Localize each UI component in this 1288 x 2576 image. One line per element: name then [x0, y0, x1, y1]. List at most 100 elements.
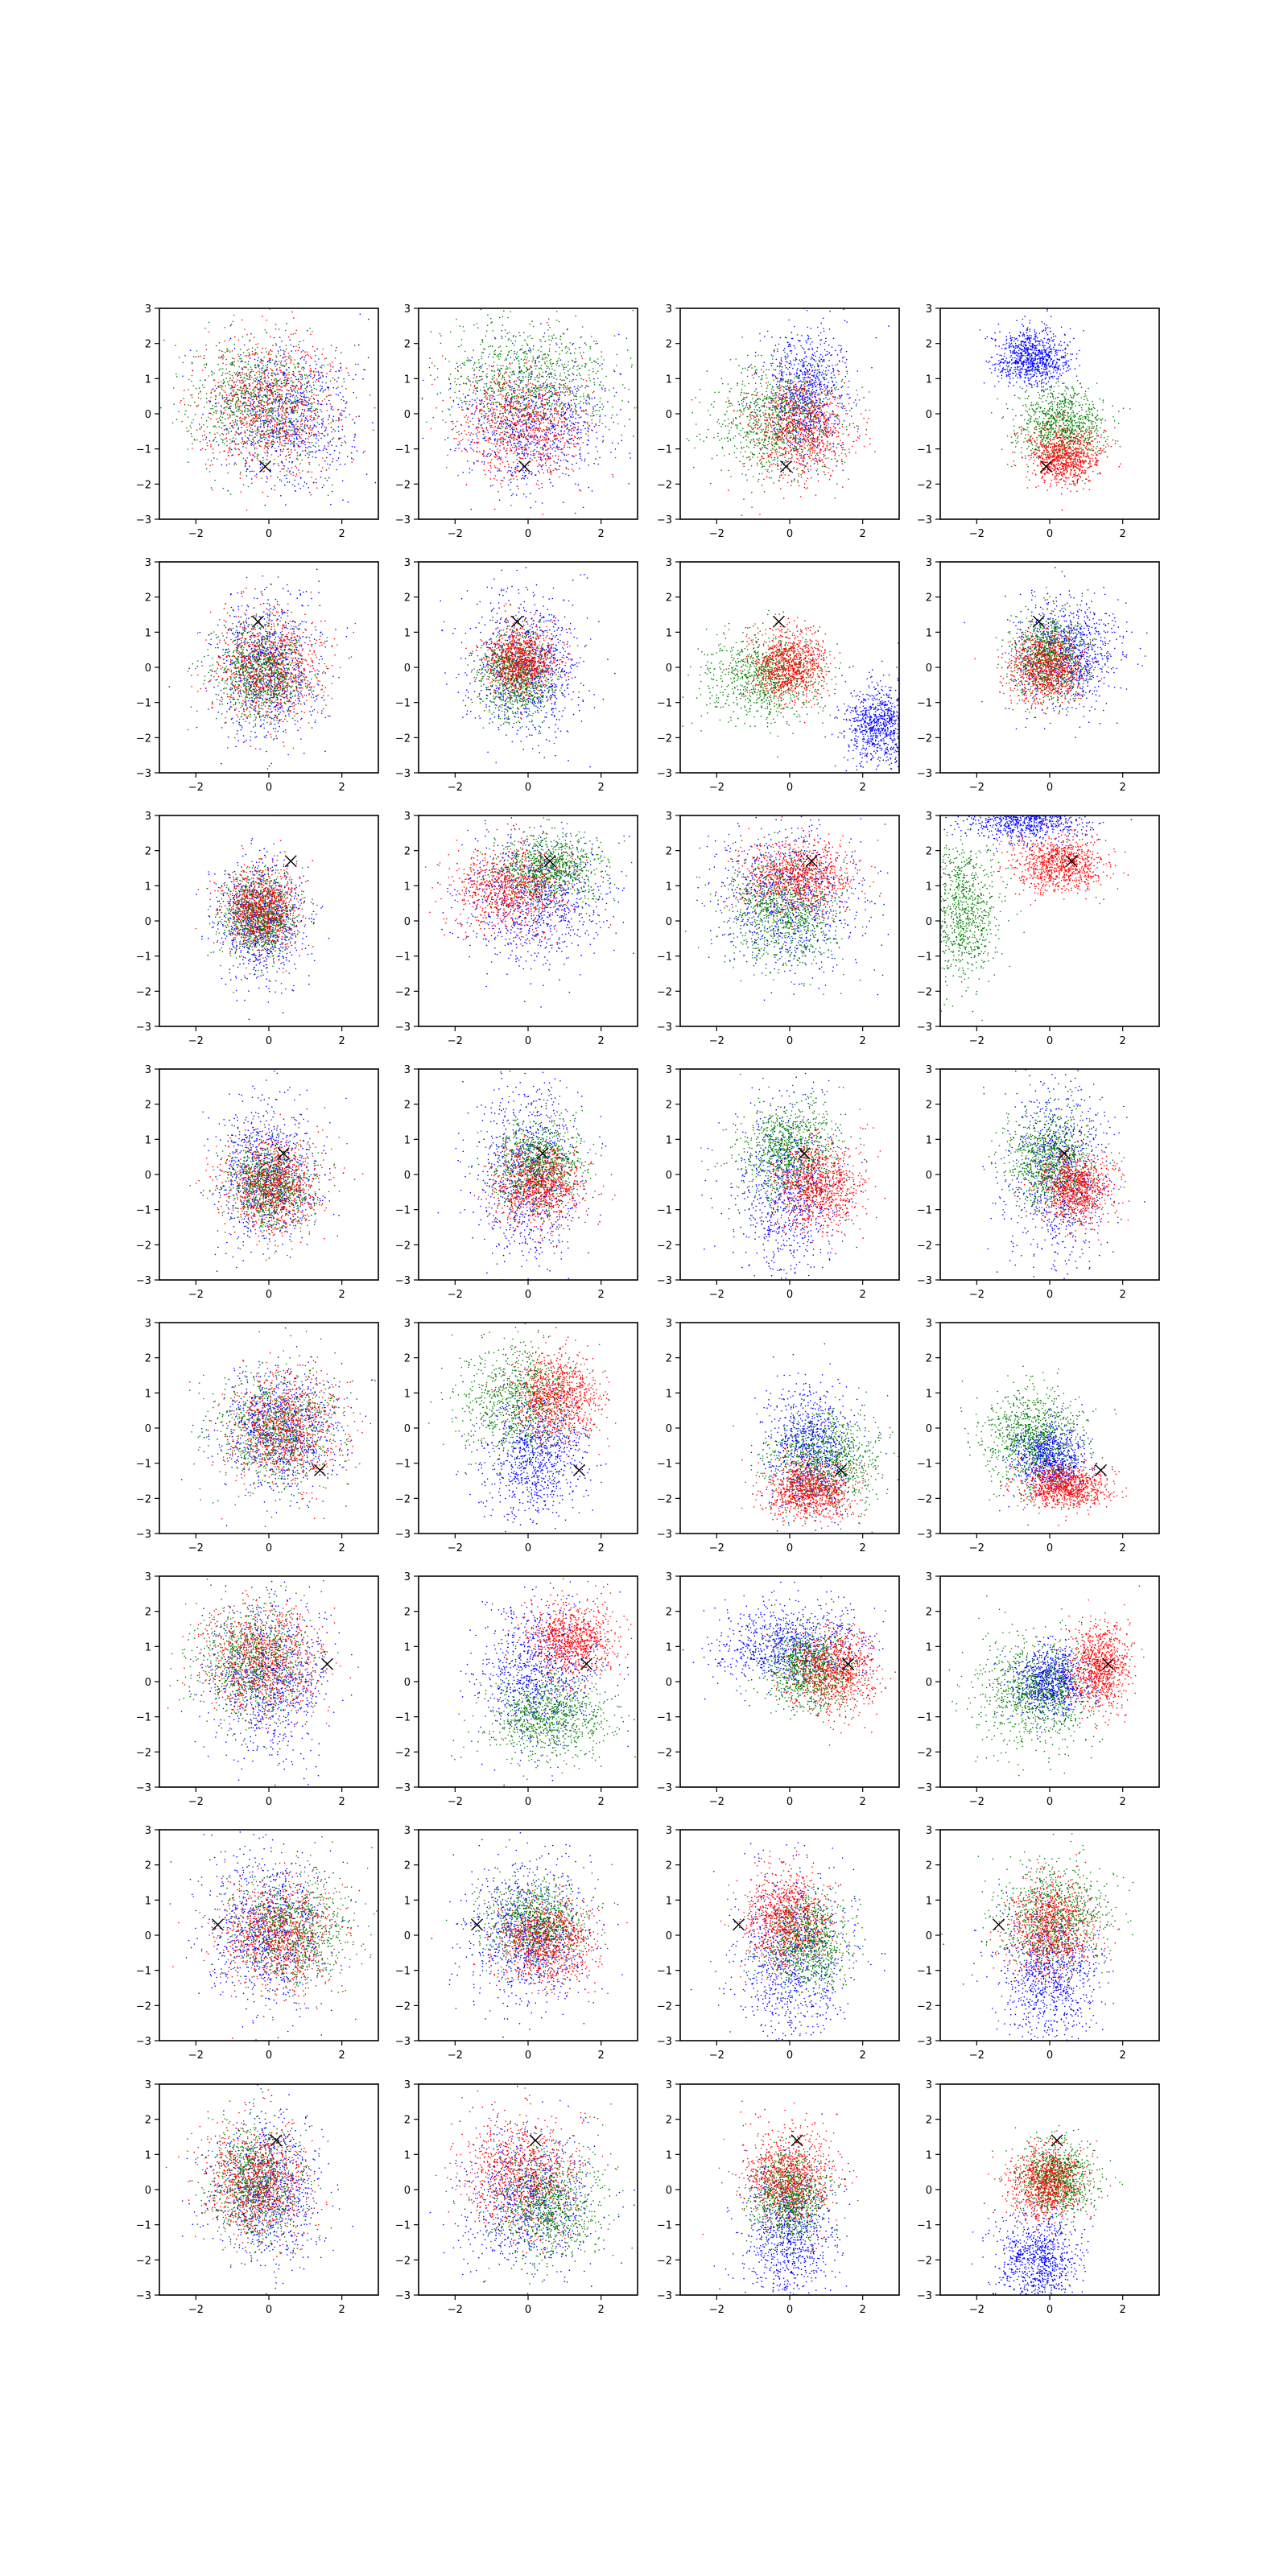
green-point: [160, 407, 162, 409]
red-point: [237, 448, 239, 450]
green-point: [597, 363, 599, 365]
red-point: [246, 463, 247, 464]
blue-point: [354, 436, 356, 438]
red-point: [578, 437, 580, 439]
blue-point: [320, 471, 322, 473]
green-point: [502, 390, 504, 391]
blue-point: [270, 382, 271, 384]
green-point: [484, 349, 485, 350]
green-point: [481, 358, 483, 360]
blue-point: [281, 481, 283, 482]
green-point: [188, 448, 189, 450]
blue-point: [288, 414, 290, 415]
blue-point: [260, 437, 262, 439]
green-point: [311, 395, 312, 397]
red-point: [308, 382, 310, 383]
green-point: [252, 411, 254, 413]
green-point: [540, 341, 542, 342]
green-point: [554, 390, 555, 392]
green-point: [296, 419, 298, 420]
red-point: [267, 381, 269, 382]
green-point: [253, 398, 254, 400]
green-point: [251, 460, 253, 461]
green-point: [278, 399, 279, 401]
blue-point: [524, 434, 526, 436]
blue-point: [291, 449, 292, 451]
blue-point: [547, 471, 549, 473]
red-point: [205, 449, 207, 451]
blue-point: [244, 345, 246, 346]
blue-point: [545, 435, 547, 436]
green-point: [500, 391, 502, 393]
blue-point: [518, 432, 520, 434]
green-point: [531, 338, 533, 340]
green-point: [225, 425, 226, 427]
blue-point: [572, 392, 574, 394]
blue-point: [360, 313, 361, 315]
green-point: [502, 338, 503, 340]
blue-point: [248, 393, 250, 394]
blue-point: [322, 487, 324, 489]
blue-point: [539, 421, 540, 423]
green-point: [573, 399, 575, 401]
green-point: [539, 390, 540, 392]
y-tick-label: −3: [136, 514, 151, 526]
green-point: [563, 365, 564, 367]
green-point: [472, 399, 473, 401]
red-point: [254, 437, 255, 439]
red-point: [337, 409, 339, 411]
blue-point: [295, 379, 297, 381]
blue-point: [511, 421, 513, 423]
red-point: [514, 436, 515, 437]
green-point: [290, 430, 291, 431]
green-point: [258, 390, 259, 391]
green-point: [307, 401, 308, 402]
green-point: [461, 339, 463, 341]
green-point: [298, 344, 299, 345]
red-point: [510, 420, 511, 422]
blue-point: [564, 394, 566, 396]
green-point: [519, 406, 521, 407]
red-point: [271, 402, 273, 404]
red-point: [339, 414, 341, 415]
red-point: [277, 395, 279, 397]
blue-point: [559, 447, 560, 448]
green-point: [506, 393, 508, 394]
blue-point: [190, 349, 192, 351]
blue-point: [580, 386, 581, 388]
red-point: [273, 411, 275, 412]
green-point: [551, 428, 552, 430]
green-point: [580, 337, 581, 339]
blue-point: [589, 398, 591, 400]
green-point: [551, 407, 552, 408]
red-point: [510, 427, 511, 428]
red-point: [516, 422, 518, 423]
green-point: [260, 417, 262, 419]
red-point: [502, 461, 504, 463]
red-point: [300, 423, 302, 425]
green-point: [266, 391, 268, 393]
red-point: [249, 383, 250, 385]
red-point: [303, 369, 304, 371]
green-point: [456, 432, 458, 434]
red-point: [259, 415, 261, 417]
blue-point: [249, 405, 250, 407]
green-point: [314, 388, 316, 390]
blue-point: [508, 470, 510, 472]
blue-point: [459, 384, 460, 386]
green-point: [507, 367, 509, 369]
blue-point: [290, 399, 291, 401]
red-point: [283, 411, 284, 412]
red-point: [220, 393, 221, 394]
blue-point: [459, 444, 460, 445]
green-point: [631, 366, 633, 368]
red-point: [212, 489, 213, 491]
green-point: [255, 378, 257, 379]
blue-point: [501, 426, 502, 427]
green-point: [551, 359, 552, 361]
green-point: [208, 417, 209, 419]
green-point: [254, 415, 256, 416]
green-point: [206, 365, 208, 366]
red-point: [544, 440, 546, 441]
red-point: [278, 456, 279, 458]
